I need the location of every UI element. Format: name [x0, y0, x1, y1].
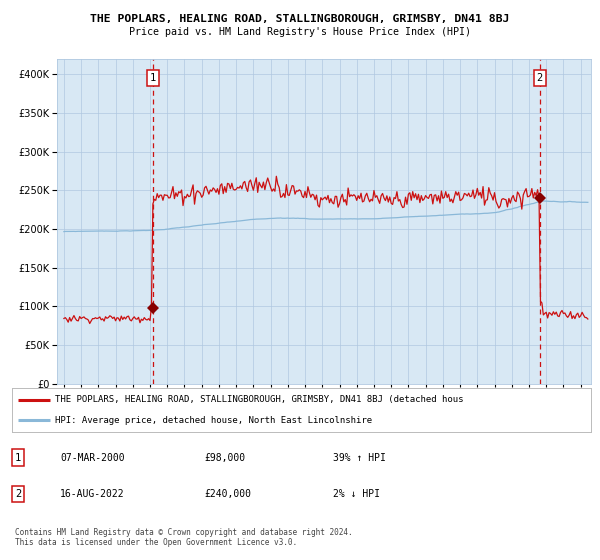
Text: 1: 1	[15, 452, 21, 463]
Text: 39% ↑ HPI: 39% ↑ HPI	[333, 452, 386, 463]
Text: 16-AUG-2022: 16-AUG-2022	[60, 489, 125, 499]
Text: 2% ↓ HPI: 2% ↓ HPI	[333, 489, 380, 499]
Text: 2: 2	[536, 73, 543, 83]
Text: 07-MAR-2000: 07-MAR-2000	[60, 452, 125, 463]
Text: 1: 1	[150, 73, 157, 83]
Text: Contains HM Land Registry data © Crown copyright and database right 2024.
This d: Contains HM Land Registry data © Crown c…	[15, 528, 353, 547]
Text: Price paid vs. HM Land Registry's House Price Index (HPI): Price paid vs. HM Land Registry's House …	[129, 27, 471, 37]
Text: THE POPLARS, HEALING ROAD, STALLINGBOROUGH, GRIMSBY, DN41 8BJ (detached hous: THE POPLARS, HEALING ROAD, STALLINGBOROU…	[55, 395, 464, 404]
Text: HPI: Average price, detached house, North East Lincolnshire: HPI: Average price, detached house, Nort…	[55, 416, 373, 424]
Text: THE POPLARS, HEALING ROAD, STALLINGBOROUGH, GRIMSBY, DN41 8BJ: THE POPLARS, HEALING ROAD, STALLINGBOROU…	[91, 14, 509, 24]
Text: £98,000: £98,000	[204, 452, 245, 463]
Text: 2: 2	[15, 489, 21, 499]
Text: £240,000: £240,000	[204, 489, 251, 499]
